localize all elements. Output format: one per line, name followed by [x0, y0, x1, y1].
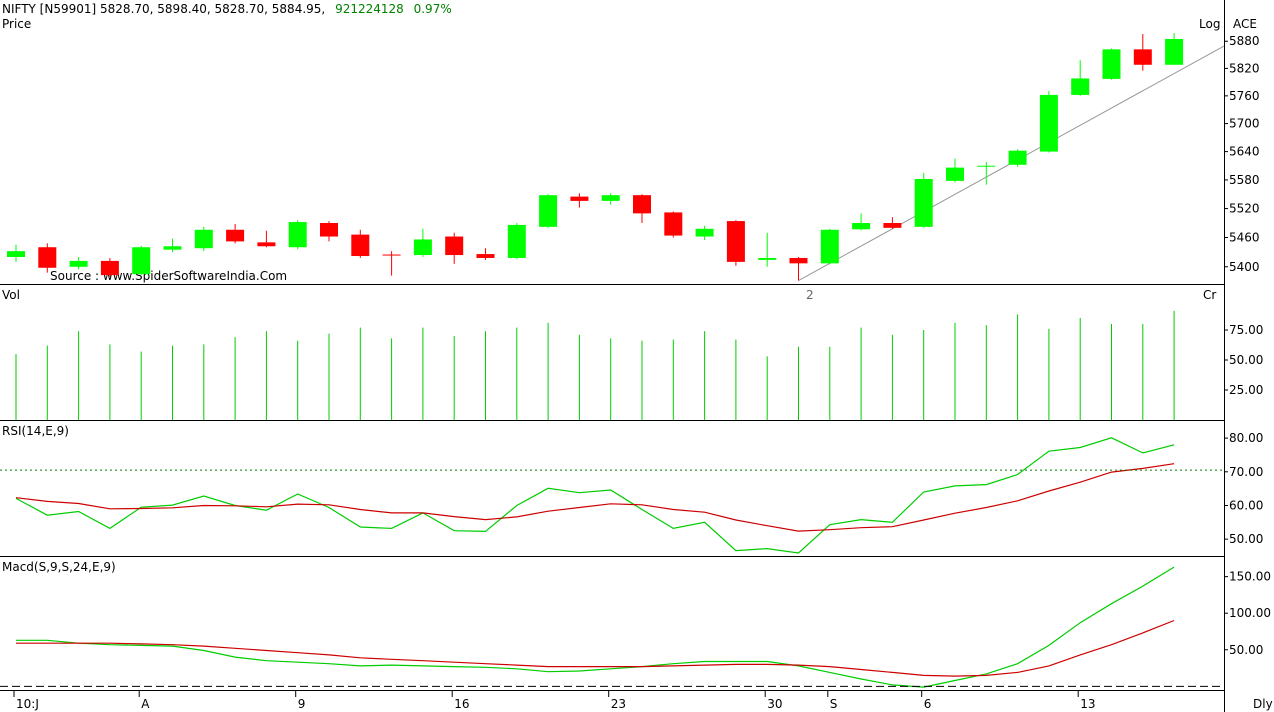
candle-down	[570, 196, 589, 201]
candle-down	[320, 222, 338, 237]
rsi-tick-label: 70.00	[1229, 465, 1263, 479]
x-tick-label: 6	[924, 697, 932, 711]
x-tick-label: 16	[454, 697, 469, 711]
candle-up	[163, 246, 182, 250]
rsi-tick-label: 60.00	[1229, 498, 1263, 512]
candle-down	[1133, 49, 1152, 65]
price-tick-label: 5820	[1229, 61, 1260, 75]
ohlc-values: 5828.70, 5898.40, 5828.70, 5884.95,	[100, 2, 326, 16]
price-tick-label: 5400	[1229, 260, 1260, 274]
candle-up	[1102, 49, 1121, 79]
candle-up	[539, 195, 558, 227]
price-tick-label: 5760	[1229, 89, 1260, 103]
candle-up	[1165, 38, 1184, 65]
candle-up	[977, 165, 996, 167]
candle-up	[946, 167, 964, 181]
macd-panel: 50.00 100.00 150.00	[0, 566, 1271, 688]
price-tick-label: 5880	[1229, 34, 1260, 48]
price-panel-title: Price	[2, 17, 32, 31]
rsi-line-red	[15, 463, 1175, 532]
x-tick-label: 9	[298, 697, 306, 711]
price-panel: 5400 5460 5520 5580 5640 5700 5760 5820 5880	[7, 33, 1260, 281]
panel-separators	[0, 0, 1225, 712]
price-tick-label: 5700	[1229, 117, 1260, 131]
rsi-panel: 50.00 60.00 70.00 80.00	[0, 431, 1263, 554]
candle-down	[100, 260, 119, 276]
candle-down	[476, 254, 495, 258]
macd-tick-label: 100.00	[1229, 606, 1271, 620]
symbol-label: NIFTY [N59901]	[2, 2, 97, 16]
macd-line-red	[16, 619, 1175, 677]
volume-value: 921224128	[335, 2, 404, 16]
rsi-panel-title: RSI(14,E,9)	[2, 424, 69, 438]
candle-up	[69, 260, 88, 267]
rsi-line-green	[15, 437, 1175, 554]
candle-down	[382, 254, 401, 256]
volume-tick-label: 25.00	[1229, 383, 1263, 397]
x-tick-label: S	[830, 697, 838, 711]
candle-down	[257, 242, 276, 247]
macd-panel-title: Macd(S,9,S,24,E,9)	[2, 560, 116, 574]
candle-down	[664, 212, 683, 236]
candle-down	[226, 229, 245, 242]
candle-up	[914, 178, 933, 227]
candle-up	[132, 247, 151, 275]
x-tick-label: 23	[611, 697, 626, 711]
candle-down	[38, 247, 57, 268]
month-marker: 2	[806, 288, 814, 302]
candle-up	[413, 239, 432, 256]
candle-down	[445, 236, 464, 256]
candle-up	[1008, 150, 1027, 165]
volume-tick-label: 75.00	[1229, 323, 1263, 337]
x-tick-label: 13	[1080, 697, 1095, 711]
candle-up	[1071, 78, 1090, 95]
candle-up	[7, 251, 25, 257]
x-tick-label: A	[141, 697, 150, 711]
candle-up	[758, 257, 777, 260]
price-tick-label: 5640	[1229, 145, 1260, 159]
rsi-tick-label: 80.00	[1229, 431, 1263, 445]
change-percent: 0.97%	[413, 2, 452, 16]
rsi-tick-label: 50.00	[1229, 532, 1263, 546]
price-tick-label: 5520	[1229, 202, 1260, 216]
macd-tick-label: 50.00	[1229, 643, 1263, 657]
candle-up	[852, 222, 871, 230]
volume-panel-title: Vol	[2, 288, 20, 302]
volume-unit-label: Cr	[1203, 288, 1217, 302]
candle-up	[194, 229, 213, 249]
candle-up	[1039, 94, 1058, 152]
volume-tick-label: 50.00	[1229, 353, 1263, 367]
x-axis: 10:J A 9 16 23 30 S 6 13	[13, 690, 1095, 711]
candle-down	[789, 257, 808, 264]
ace-label: ACE	[1233, 17, 1257, 31]
candle-up	[288, 222, 307, 248]
candle-up	[695, 228, 714, 237]
candle-down	[726, 221, 745, 262]
candle-up	[601, 195, 620, 201]
period-label: Dly	[1253, 697, 1273, 711]
candle-down	[633, 195, 651, 214]
price-tick-label: 5460	[1229, 231, 1260, 245]
x-tick-label: 30	[767, 697, 782, 711]
chart-header: NIFTY [N59901] 5828.70, 5898.40, 5828.70…	[2, 2, 452, 16]
volume-panel: 25.00 50.00 75.00	[15, 310, 1263, 420]
candle-up	[507, 224, 526, 258]
candle-down	[883, 222, 902, 228]
candle-down	[351, 234, 370, 257]
macd-line-green	[16, 566, 1175, 688]
macd-tick-label: 150.00	[1229, 570, 1271, 584]
candle-up	[820, 229, 839, 264]
x-tick-label: 10:J	[16, 697, 39, 711]
price-tick-label: 5580	[1229, 173, 1260, 187]
log-label: Log	[1199, 17, 1221, 31]
